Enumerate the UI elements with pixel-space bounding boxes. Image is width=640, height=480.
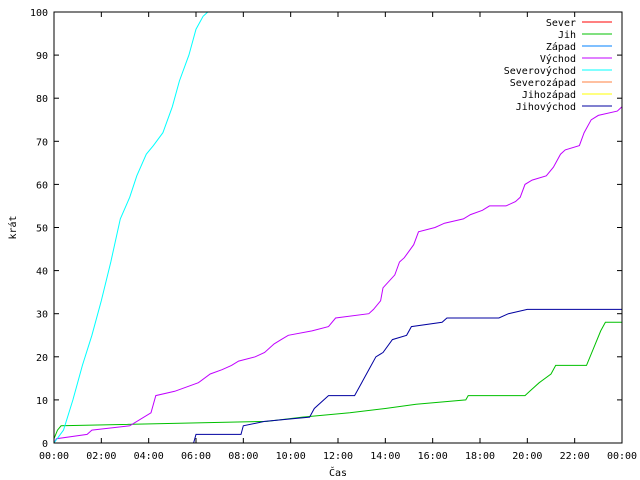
x-tick-label: 22:00 [560,451,590,462]
legend-label: Východ [540,53,576,65]
y-tick-label: 50 [36,224,48,235]
legend-label: Jihozápad [522,89,576,101]
x-tick-label: 16:00 [418,451,448,462]
legend-label: Severovýchod [504,65,576,77]
x-tick-label: 00:00 [607,451,637,462]
x-tick-label: 02:00 [86,451,116,462]
y-tick-label: 20 [36,353,48,364]
legend: SeverJihZápadVýchodSeverovýchodSeverozáp… [504,18,612,113]
ticks-layer: 0 10 20 30 40 50 60 70 80 90 100 00:00 02:00 04:00 06:… [30,8,637,462]
legend-label: Západ [546,41,576,53]
x-tick-label: 04:00 [134,451,164,462]
x-tick-label: 12:00 [323,451,353,462]
y-axis-title: krát [7,215,19,239]
y-tick-label: 90 [36,51,48,62]
y-tick-label: 60 [36,180,48,191]
series-layer [53,11,623,444]
y-tick-label: 0 [42,439,48,450]
y-tick-label: 10 [36,396,48,407]
legend-label: Jih [558,30,576,41]
legend-label: Sever [546,18,576,29]
series-line-8 [54,308,622,444]
x-axis-title: Čas [329,466,347,479]
x-tick-label: 10:00 [276,451,306,462]
series-line-5 [53,11,209,444]
x-tick-label: 18:00 [465,451,495,462]
series-line-4 [53,106,623,444]
y-tick-label: 40 [36,267,48,278]
y-tick-label: 30 [36,310,48,321]
legend-label: Jihovýchod [516,101,576,113]
y-tick-label: 100 [30,8,48,19]
y-tick-label: 70 [36,137,48,148]
x-tick-label: 20:00 [512,451,542,462]
x-tick-label: 06:00 [181,451,211,462]
x-tick-label: 08:00 [228,451,258,462]
x-tick-label: 14:00 [370,451,400,462]
plot-frame [53,11,623,444]
x-tick-label: 00:00 [39,451,69,462]
y-tick-label: 80 [36,94,48,105]
legend-label: Severozápad [510,77,576,89]
